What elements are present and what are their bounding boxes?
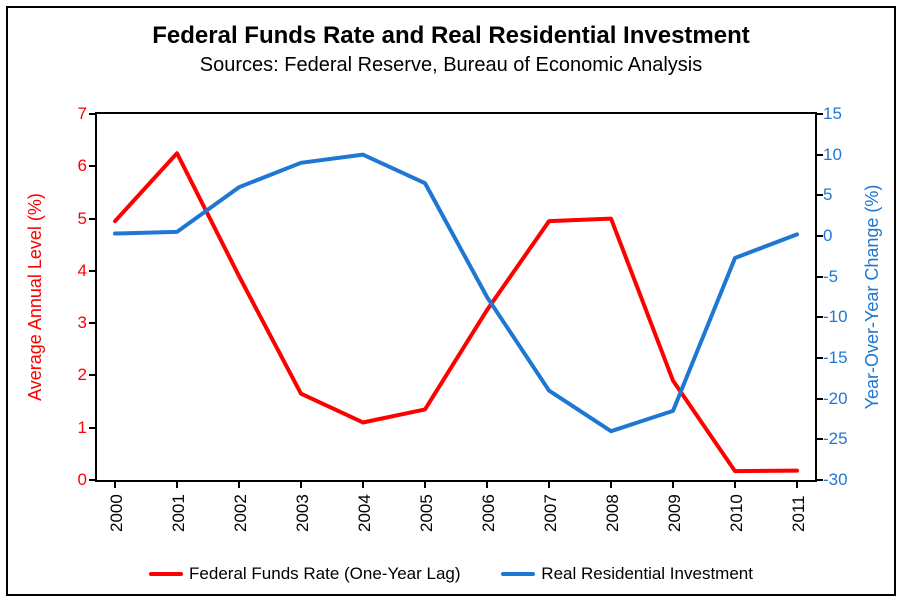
- x-tick: 2009: [665, 472, 685, 532]
- chart-svg: [0, 0, 902, 602]
- x-tick: 2006: [479, 472, 499, 532]
- x-tick: 2004: [355, 472, 375, 532]
- x-tick: 2003: [293, 472, 313, 532]
- y2-tick: 10: [823, 145, 873, 165]
- y1-tick: 6: [47, 156, 87, 176]
- y1-tick: 0: [47, 470, 87, 490]
- y1-tick: 5: [47, 209, 87, 229]
- y2-tick: -5: [823, 267, 873, 287]
- y1-tick: 1: [47, 418, 87, 438]
- y1-tick: 4: [47, 261, 87, 281]
- y2-tick: -20: [823, 389, 873, 409]
- x-tick: 2008: [603, 472, 623, 532]
- x-tick: 2011: [789, 472, 809, 532]
- y1-tick: 7: [47, 104, 87, 124]
- legend-label-rri: Real Residential Investment: [541, 564, 753, 584]
- y1-tick: 2: [47, 365, 87, 385]
- series-rri-line: [115, 155, 797, 432]
- legend-swatch-ffr: [149, 572, 183, 576]
- x-tick: 2010: [727, 472, 747, 532]
- y2-tick: -10: [823, 307, 873, 327]
- x-tick: 2005: [417, 472, 437, 532]
- legend-item-rri: Real Residential Investment: [501, 564, 753, 584]
- y2-tick: 15: [823, 104, 873, 124]
- y2-tick: -25: [823, 429, 873, 449]
- y2-tick: -30: [823, 470, 873, 490]
- y2-tick: 5: [823, 185, 873, 205]
- x-tick: 2000: [107, 472, 127, 532]
- y2-tick: 0: [823, 226, 873, 246]
- legend: Federal Funds Rate (One-Year Lag) Real R…: [0, 561, 902, 584]
- chart-container: Federal Funds Rate and Real Residential …: [0, 0, 902, 602]
- legend-swatch-rri: [501, 572, 535, 576]
- y1-tick: 3: [47, 313, 87, 333]
- x-tick: 2002: [231, 472, 251, 532]
- legend-label-ffr: Federal Funds Rate (One-Year Lag): [189, 564, 461, 584]
- x-tick: 2007: [541, 472, 561, 532]
- legend-item-ffr: Federal Funds Rate (One-Year Lag): [149, 564, 461, 584]
- y2-tick: -15: [823, 348, 873, 368]
- x-tick: 2001: [169, 472, 189, 532]
